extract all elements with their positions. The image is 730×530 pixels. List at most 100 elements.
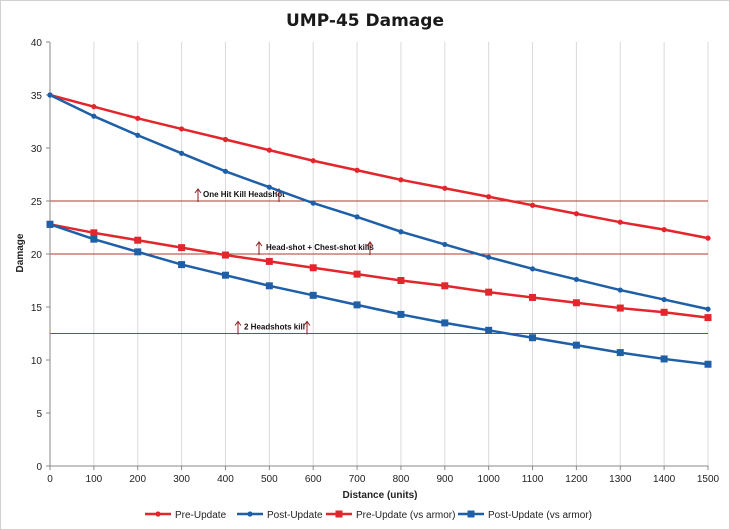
reference-lines: One Hit Kill Headshot Head-shot + Chest-s… [50,188,708,335]
y-tick-label: 15 [31,303,43,314]
data-point [398,177,404,183]
legend-label: Pre-Update (vs armor) [356,510,455,521]
data-point [221,271,229,279]
data-point [179,150,185,156]
data-point [573,211,580,217]
data-point [265,282,273,290]
data-point [47,92,53,98]
annotation-arrow [234,320,242,335]
data-point [353,301,361,309]
legend-entry: Pre-Update [145,510,227,521]
data-point [529,202,536,208]
data-point [354,167,360,173]
x-tick-label: 700 [349,474,366,485]
y-tick-label: 0 [36,462,42,473]
series-layer [46,92,712,368]
data-point [134,236,142,244]
data-point [178,244,186,252]
x-tick-label: 300 [173,474,190,485]
data-point [661,296,667,303]
data-point [222,136,229,143]
data-point [442,185,448,191]
legend-marker [335,510,343,518]
x-tick-label: 1200 [565,474,588,485]
data-point [486,194,492,200]
series-line [49,93,709,240]
series-pre-update [47,92,711,241]
legend-marker [467,510,475,518]
data-point [529,334,537,342]
reference-line-label: Head-shot + Chest-shot kills [266,243,374,252]
data-point [178,261,186,269]
legend-marker [155,511,161,517]
data-point [309,291,317,299]
x-tick-label: 0 [47,474,53,485]
data-point [354,214,360,220]
data-point [266,184,272,190]
legend-marker [247,511,253,517]
data-point [442,241,448,248]
data-point [616,349,624,357]
series-line [49,223,709,319]
data-point [617,219,623,225]
data-point [179,126,185,132]
data-point [573,276,580,283]
legend-label: Post-Update [267,510,323,521]
x-tick-label: 400 [217,474,234,485]
data-point [353,270,361,278]
y-tick-label: 30 [31,144,43,155]
axes: 0 100 200 300 400 500 600 700 800 900 1000 1100 1200… [31,38,720,485]
data-point [398,229,404,235]
y-tick-label: 40 [31,38,43,49]
data-point [529,266,536,272]
legend: Pre-Update Post-Update Pre-Update (vs armo… [145,510,592,521]
legend-label: Pre-Update [175,510,227,521]
y-tick-label: 20 [31,250,43,261]
annotation-arrow [194,188,202,202]
data-point [616,304,624,312]
data-point [310,158,316,164]
data-point [441,282,449,290]
reference-line-label: 2 Headshots kill [244,323,305,332]
annotation-arrow [366,241,374,255]
data-point [485,288,493,296]
data-point [90,235,98,243]
x-tick-label: 1300 [609,474,632,485]
series-pre-update-vs-armor [46,220,712,322]
x-tick-label: 1100 [522,474,544,485]
x-tick-label: 200 [129,474,146,485]
x-tick-label: 800 [393,474,410,485]
y-tick-label: 10 [31,356,43,367]
chart-title: UMP-45 Damage [286,11,444,31]
series-post-update [47,92,711,312]
data-point [660,308,668,316]
reference-line-label: One Hit Kill Headshot [203,190,285,199]
legend-entry: Post-Update (vs armor) [458,510,592,521]
y-tick-label: 25 [31,197,43,208]
data-point [617,287,623,293]
data-point [90,229,98,237]
data-point [135,132,141,138]
legend-entry: Post-Update [237,510,323,521]
data-point [221,251,229,259]
data-point [486,254,492,260]
x-tick-label: 1000 [478,474,501,485]
x-tick-label: 1400 [653,474,676,485]
data-point [46,220,54,228]
data-point [704,360,712,368]
data-point [134,248,142,256]
data-point [661,227,667,233]
data-point [397,277,405,284]
legend-label: Post-Update (vs armor) [488,510,592,521]
x-tick-label: 100 [86,474,103,485]
data-point [529,293,537,301]
legend-entry: Pre-Update (vs armor) [326,510,455,521]
data-point [572,341,580,349]
data-point [485,326,493,334]
annotation-arrow [255,241,263,255]
y-axis-title: Damage [15,233,26,272]
x-tick-label: 500 [261,474,278,485]
data-point [705,235,711,241]
